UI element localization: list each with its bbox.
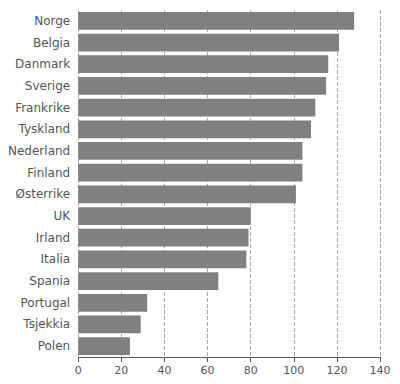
svg-text:UK: UK <box>54 209 72 223</box>
svg-text:Frankrike: Frankrike <box>15 101 70 115</box>
svg-text:Nederland: Nederland <box>8 144 70 158</box>
svg-text:0: 0 <box>75 364 82 377</box>
svg-text:Belgia: Belgia <box>33 36 70 50</box>
svg-text:Sverige: Sverige <box>25 79 70 93</box>
svg-text:Finland: Finland <box>27 166 70 180</box>
svg-text:100: 100 <box>283 364 304 377</box>
svg-text:Tsjekkia: Tsjekkia <box>22 317 70 331</box>
svg-text:140: 140 <box>370 364 391 377</box>
svg-text:Norge: Norge <box>34 14 70 28</box>
svg-text:40: 40 <box>157 364 171 377</box>
svg-text:Danmark: Danmark <box>15 57 70 71</box>
svg-text:20: 20 <box>114 364 128 377</box>
svg-text:Irland: Irland <box>36 231 70 245</box>
svg-text:120: 120 <box>326 364 347 377</box>
svg-text:Spania: Spania <box>29 274 70 288</box>
svg-text:Polen: Polen <box>38 339 70 353</box>
svg-text:60: 60 <box>201 364 215 377</box>
svg-text:Tyskland: Tyskland <box>18 122 71 136</box>
svg-text:Portugal: Portugal <box>20 296 70 310</box>
svg-text:Italia: Italia <box>41 252 71 266</box>
svg-text:Østerrike: Østerrike <box>16 187 71 201</box>
svg-text:80: 80 <box>244 364 258 377</box>
